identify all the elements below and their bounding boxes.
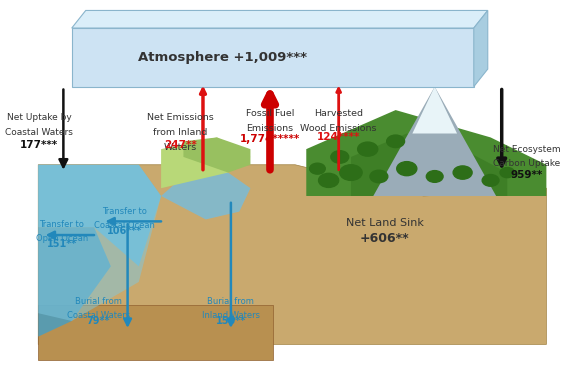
Text: Net Ecosystem: Net Ecosystem <box>493 145 561 154</box>
Circle shape <box>397 162 417 176</box>
Text: 151**: 151** <box>47 240 77 249</box>
Text: 155**: 155** <box>216 316 246 326</box>
Circle shape <box>358 142 378 156</box>
Polygon shape <box>72 11 488 28</box>
Text: 177***: 177*** <box>20 140 59 150</box>
Polygon shape <box>39 165 161 266</box>
Polygon shape <box>183 138 251 172</box>
Polygon shape <box>412 87 457 134</box>
Text: 124****: 124**** <box>317 132 361 142</box>
Text: 79**: 79** <box>87 316 110 326</box>
Text: Transfer to: Transfer to <box>39 220 84 229</box>
Polygon shape <box>351 134 507 196</box>
Circle shape <box>319 173 339 187</box>
Text: 959**: 959** <box>511 169 543 180</box>
Text: 106***: 106*** <box>107 226 143 236</box>
Polygon shape <box>72 28 474 87</box>
Circle shape <box>331 151 348 163</box>
Text: Net Land Sink: Net Land Sink <box>346 218 423 229</box>
Text: Open Ocean: Open Ocean <box>36 234 88 243</box>
Text: Coastal Ocean: Coastal Ocean <box>94 221 155 230</box>
Polygon shape <box>39 227 111 337</box>
Circle shape <box>426 171 443 182</box>
Text: +606**: +606** <box>359 232 409 245</box>
Text: 1,774*****: 1,774***** <box>240 134 300 144</box>
Text: Coastal Waters: Coastal Waters <box>5 128 73 137</box>
Text: 247**: 247** <box>164 140 197 150</box>
Text: Atmosphere +1,009***: Atmosphere +1,009*** <box>138 51 307 64</box>
Polygon shape <box>39 305 273 360</box>
Text: Waters: Waters <box>164 143 197 152</box>
Polygon shape <box>474 11 488 87</box>
Text: Burial from: Burial from <box>208 297 254 306</box>
Text: Coastal Waters: Coastal Waters <box>67 311 130 320</box>
Polygon shape <box>39 165 161 321</box>
Circle shape <box>453 166 472 179</box>
Text: Inland Waters: Inland Waters <box>202 311 260 320</box>
Circle shape <box>500 167 515 178</box>
Text: Net Emissions: Net Emissions <box>147 113 214 122</box>
Text: Fossil Fuel: Fossil Fuel <box>246 109 294 118</box>
Polygon shape <box>39 165 546 345</box>
Text: Wood Emissions: Wood Emissions <box>300 124 377 133</box>
Polygon shape <box>161 172 251 220</box>
Circle shape <box>340 165 362 180</box>
Text: Net Uptake by: Net Uptake by <box>7 113 72 122</box>
Circle shape <box>482 174 499 186</box>
Text: Emissions: Emissions <box>247 124 294 133</box>
Text: Transfer to: Transfer to <box>102 207 147 216</box>
Text: Burial from: Burial from <box>75 297 122 306</box>
Text: Carbon Uptake: Carbon Uptake <box>493 160 561 169</box>
Polygon shape <box>161 138 251 188</box>
Text: from Inland: from Inland <box>154 128 208 137</box>
Polygon shape <box>373 87 496 196</box>
Circle shape <box>386 135 405 147</box>
Circle shape <box>309 163 325 174</box>
Polygon shape <box>306 110 546 196</box>
Text: Harvested: Harvested <box>314 109 363 118</box>
Circle shape <box>370 170 388 183</box>
